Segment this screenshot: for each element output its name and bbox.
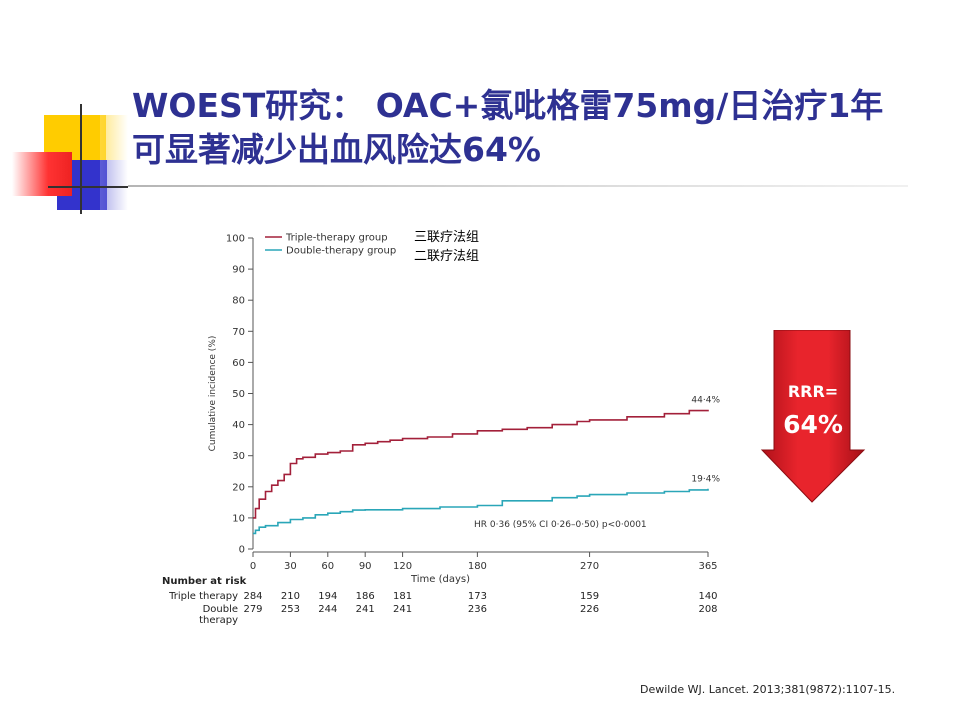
down-arrow-icon: [760, 329, 866, 503]
end-label-triple: 44·4%: [691, 396, 720, 406]
y-tick-label: 20: [232, 482, 245, 493]
x-tick-label: 0: [250, 561, 256, 572]
slide-title-line-1: WOEST研究： OAC+氯吡格雷75mg/日治疗1年: [132, 86, 884, 125]
x-tick-label: 365: [698, 561, 717, 572]
y-tick-label: 70: [232, 327, 245, 338]
y-axis-label: Cumulative incidence (%): [208, 336, 218, 452]
series-line-double: [253, 488, 709, 535]
risk-cell: 140: [698, 591, 718, 602]
x-tick-label: 90: [359, 561, 372, 572]
end-label-double: 19·4%: [691, 475, 720, 485]
kaplan-meier-chart: 0 10 20 30 40 50 60 70 80 90 100 0 30 60 90 120 180 270 36…: [208, 230, 720, 586]
x-tick-label: 120: [393, 561, 412, 572]
title-underline: [128, 185, 908, 187]
x-tick-label: 180: [468, 561, 487, 572]
decor-blue-fade: [100, 160, 128, 210]
risk-row-label: Double therapy: [199, 604, 238, 626]
risk-cell: 279: [243, 604, 263, 615]
y-tick-label: 10: [232, 513, 245, 524]
legend-label-triple-cn: 三联疗法组: [414, 230, 479, 245]
rrr-label: RRR=: [787, 382, 839, 401]
x-tick-label: 30: [284, 561, 297, 572]
y-tick-label: 80: [232, 296, 245, 307]
decor-yellow-fade: [100, 115, 128, 160]
rrr-arrow: RRR= 64%: [760, 329, 866, 504]
y-tick-label: 0: [239, 545, 245, 556]
risk-cell: 186: [355, 591, 375, 602]
risk-cell: 226: [580, 604, 600, 615]
risk-cell: 159: [580, 591, 600, 602]
y-tick-label: 30: [232, 451, 245, 462]
risk-cell: 173: [467, 591, 487, 602]
risk-cell: 208: [698, 604, 718, 615]
y-tick-label: 100: [226, 234, 245, 245]
decor-red-square: [12, 152, 72, 196]
risk-table-header: Number at risk: [162, 576, 247, 587]
chart-axes: 0 10 20 30 40 50 60 70 80 90 100 0 30 60 90 120 180 270 36…: [208, 234, 718, 586]
risk-cell: 253: [280, 604, 300, 615]
risk-row-label: Triple therapy: [169, 591, 238, 602]
legend-label-double-cn: 二联疗法组: [414, 249, 479, 264]
risk-cell: 181: [393, 591, 413, 602]
legend-label-triple: Triple-therapy group: [285, 233, 388, 244]
hr-annotation: HR 0·36 (95% CI 0·26–0·50) p<0·0001: [474, 520, 647, 530]
x-axis-label: Time (days): [410, 574, 470, 585]
chart-labels: 44·4% 19·4% Triple-therapy group Double-the…: [265, 230, 720, 530]
risk-cell: 236: [467, 604, 487, 615]
y-tick-label: 90: [232, 265, 245, 276]
slide-title: WOEST研究： OAC+氯吡格雷75mg/日治疗1年 可显著减少出血风险达64…: [132, 84, 952, 172]
series-line-triple: [253, 409, 709, 519]
risk-cell: 241: [355, 604, 375, 615]
citation: Dewilde WJ. Lancet. 2013;381(9872):1107-…: [640, 683, 896, 696]
chart-series: [253, 409, 709, 535]
decor-horizontal-line: [48, 186, 128, 188]
rrr-value: 64%: [783, 410, 843, 439]
y-tick-label: 40: [232, 420, 245, 431]
risk-cell: 244: [318, 604, 338, 615]
y-tick-label: 50: [232, 389, 245, 400]
y-tick-label: 60: [232, 358, 245, 369]
risk-cell: 241: [393, 604, 413, 615]
risk-cell: 194: [318, 591, 338, 602]
legend-label-double: Double-therapy group: [286, 246, 396, 257]
slide-title-line-2: 可显著减少出血风险达64%: [132, 130, 541, 169]
x-tick-label: 270: [580, 561, 599, 572]
decor-vertical-line: [80, 104, 82, 214]
risk-cell: 210: [280, 591, 300, 602]
x-tick-label: 60: [321, 561, 334, 572]
risk-cell: 284: [243, 591, 263, 602]
